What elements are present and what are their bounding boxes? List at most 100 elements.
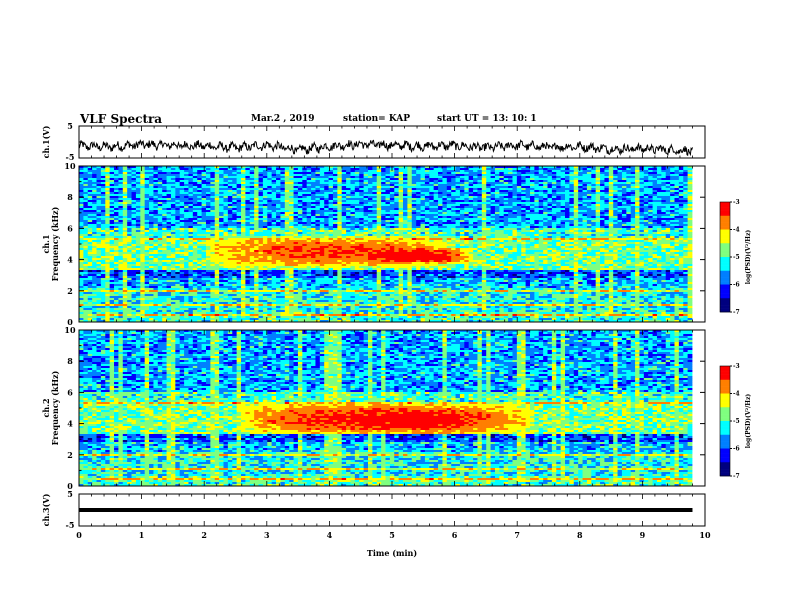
spectrogram-cell (254, 222, 259, 225)
spectrogram-cell (306, 216, 312, 219)
spectrogram-cell (332, 182, 338, 185)
spectrogram-cell (389, 216, 395, 219)
spectrogram-cell (341, 200, 347, 203)
spectrogram-cell (455, 222, 461, 225)
spectrogram-cell (468, 170, 474, 173)
spectrogram-cell (665, 198, 671, 201)
spectrogram-cell (381, 220, 386, 223)
spectrogram-cell (205, 216, 211, 219)
spectrogram-cell (118, 202, 124, 205)
spectrogram-cell (118, 166, 124, 169)
spectrogram-cell (573, 214, 579, 217)
spectrogram-cell (486, 168, 491, 171)
spectrogram-cell (149, 206, 154, 209)
spectrogram-cell (608, 176, 614, 179)
spectrogram-cell (87, 220, 93, 223)
spectrogram-cell (219, 214, 224, 217)
spectrogram-cell (560, 222, 566, 225)
spectrogram-cell (508, 212, 513, 215)
spectrogram-cell (367, 166, 373, 169)
spectrogram-cell (372, 172, 378, 175)
spectrogram-cell (516, 210, 522, 213)
spectrogram-cell (289, 186, 294, 189)
spectrogram-cell (346, 222, 351, 225)
spectrogram-cell (87, 196, 93, 199)
spectrogram-cell (271, 174, 277, 177)
spectrogram-cell (477, 214, 483, 217)
spectrogram-cell (166, 184, 172, 187)
spectrogram-cell (569, 168, 575, 171)
spectrogram-cell (96, 204, 102, 207)
spectrogram-cell (363, 172, 369, 175)
spectrogram-cell (420, 172, 426, 175)
spectrogram-cell (486, 182, 491, 185)
spectrogram-cell (328, 194, 334, 197)
spectrogram-cell (630, 204, 636, 207)
spectrogram-cell (363, 210, 369, 213)
spectrogram-cell (604, 220, 610, 223)
spectrogram-cell (398, 186, 404, 189)
spectrogram-cell (560, 190, 566, 193)
spectrogram-cell (297, 222, 303, 225)
spectrogram-cell (416, 168, 421, 171)
spectrogram-cell (149, 198, 154, 201)
spectrogram-cell (153, 166, 159, 169)
spectrogram-cell (512, 194, 518, 197)
spectrogram-cell (459, 210, 465, 213)
spectrogram-cell (398, 166, 404, 169)
spectrogram-cell (197, 198, 202, 201)
spectrogram-cell (306, 208, 312, 211)
spectrogram-cell (429, 188, 435, 191)
spectrogram-cell (79, 184, 84, 187)
spectrogram-cell (582, 186, 588, 189)
spectrogram-cell (166, 186, 172, 189)
spectrogram-cell (630, 178, 636, 181)
spectrogram-cell (188, 180, 194, 183)
spectrogram-cell (267, 204, 273, 207)
spectrogram-cell (205, 178, 211, 181)
spectrogram-cell (407, 170, 413, 173)
spectrogram-cell (122, 210, 128, 213)
spectrogram-cell (144, 182, 150, 185)
spectrogram-cell (687, 172, 693, 175)
spectrogram-cell (280, 222, 286, 225)
spectrogram-cell (481, 168, 487, 171)
spectrogram-cell (442, 176, 448, 179)
spectrogram-cell (79, 218, 84, 221)
spectrogram-cell (311, 188, 316, 191)
spectrogram-cell (670, 202, 675, 205)
spectrogram-cell (604, 172, 610, 175)
spectrogram-cell (332, 190, 338, 193)
spectrogram-cell (192, 214, 198, 217)
spectrogram-cell (127, 170, 132, 173)
spectrogram-cell (630, 212, 636, 215)
spectrogram-cell (197, 206, 202, 209)
spectrogram-cell (643, 166, 649, 169)
spectrogram-cell (293, 222, 299, 225)
spectrogram-cell (573, 204, 579, 207)
spectrogram-cell (210, 188, 216, 191)
spectrogram-cell (350, 192, 356, 195)
spectrogram-cell (411, 182, 417, 185)
spectrogram-cell (258, 176, 264, 179)
spectrogram-cell (324, 176, 329, 179)
spectrogram-cell (223, 182, 229, 185)
spectrogram-cell (157, 172, 163, 175)
spectrogram-cell (670, 168, 675, 171)
spectrogram-cell (280, 172, 286, 175)
spectrogram-cell (236, 220, 242, 223)
spectrogram-cell (254, 184, 259, 187)
spectrogram-cell (153, 168, 159, 171)
spectrogram-cell (643, 208, 649, 211)
spectrogram-cell (87, 178, 93, 181)
spectrogram-cell (166, 180, 172, 183)
spectrogram-cell (227, 202, 233, 205)
spectrogram-cell (595, 190, 601, 193)
spectrogram-cell (481, 176, 487, 179)
spectrogram-cell (87, 188, 93, 191)
spectrogram-cell (363, 208, 369, 211)
spectrogram-cell (236, 180, 242, 183)
spectrogram-cell (613, 222, 618, 225)
spectrogram-cell (459, 200, 465, 203)
spectrogram-cell (433, 190, 439, 193)
